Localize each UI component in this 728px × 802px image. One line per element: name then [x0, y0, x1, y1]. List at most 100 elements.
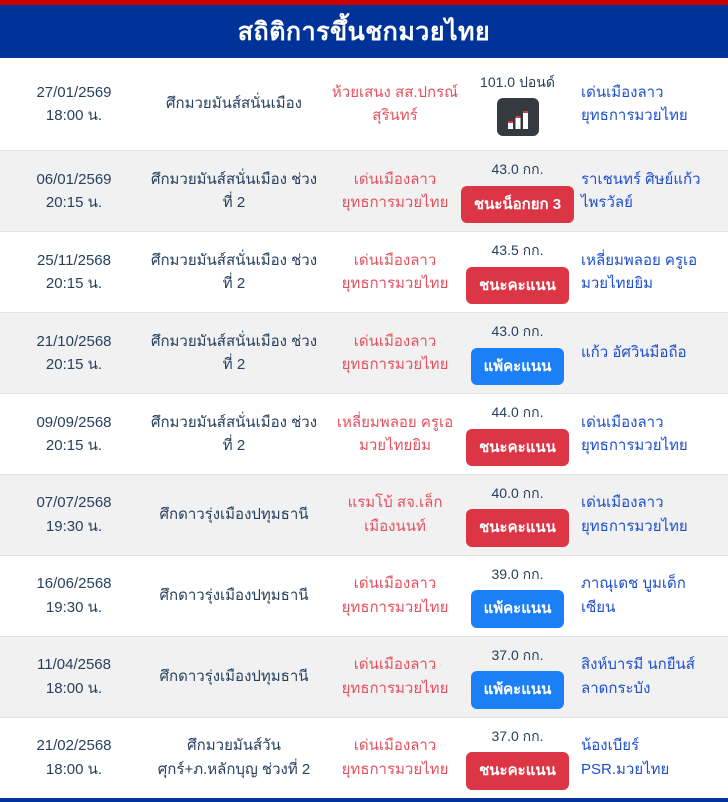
- date-cell: 27/01/2569 18:00 น.: [4, 81, 144, 128]
- weight-result-cell: 39.0 กก. แพ้คะแนน: [466, 564, 569, 628]
- opponent-name: เด่นเมืองลาว ยุทธการมวยไทย: [581, 83, 688, 124]
- weight-result-cell: 43.0 กก. แพ้คะแนน: [466, 321, 569, 385]
- fight-weight: 43.5 กก.: [491, 241, 544, 258]
- event-cell: ศึกมวยมันส์สนั่นเมือง ช่วงที่ 2: [144, 411, 324, 458]
- fighter-name-red: เด่นเมืองลาว ยุทธการมวยไทย: [324, 572, 466, 619]
- event-name: ศึกมวยมันส์วันศุกร์+ภ.หลักบุญ ช่วงที่ 2: [157, 737, 311, 778]
- fight-row: 21/02/2568 18:00 น. ศึกมวยมันส์วันศุกร์+…: [0, 717, 728, 798]
- fight-weight: 39.0 กก.: [491, 565, 544, 582]
- date-cell: 25/11/2568 20:15 น.: [4, 249, 144, 296]
- fighter-name: เด่นเมืองลาว ยุทธการมวยไทย: [341, 251, 449, 292]
- fight-row: 11/04/2568 18:00 น. ศึกดาวรุ่งเมืองปทุมธ…: [0, 636, 728, 718]
- result-badge: แพ้คะแนน: [470, 671, 565, 709]
- opponent-name-blue: ราเชนทร์ ศิษย์แก้วไพรวัลย์: [569, 168, 724, 215]
- fight-time: 19:30 น.: [45, 517, 103, 535]
- result-badge: ชนะคะแนน: [466, 509, 569, 547]
- page-title: สถิติการขึ้นชกมวยไทย: [237, 17, 491, 46]
- event-cell: ศึกมวยมันส์สนั่นเมือง ช่วงที่ 2: [144, 249, 324, 296]
- result-badge: ชนะน็อกยก 3: [460, 185, 575, 223]
- fighter-name: เด่นเมืองลาว ยุทธการมวยไทย: [341, 575, 449, 616]
- result-badge: แพ้คะแนน: [470, 590, 565, 628]
- fight-date: 21/10/2568: [36, 332, 112, 350]
- fight-time: 18:00 น.: [45, 760, 103, 778]
- fight-date: 09/09/2568: [36, 413, 112, 431]
- result-badge: ชนะคะแนน: [466, 266, 569, 304]
- opponent-name: น้องเบียร์ PSR.มวยไทย: [581, 737, 670, 778]
- opponent-name: ภาณุเดช บูมเด็กเซียน: [581, 575, 686, 616]
- fight-time: 20:15 น.: [45, 274, 103, 292]
- fight-date: 11/04/2568: [37, 656, 111, 674]
- weight-result-cell: 43.5 กก. ชนะคะแนน: [466, 240, 569, 304]
- date-cell: 07/07/2568 19:30 น.: [4, 491, 144, 538]
- fight-row: 21/10/2568 20:15 น. ศึกมวยมันส์สนั่นเมือ…: [0, 312, 728, 394]
- opponent-name-blue: เด่นเมืองลาว ยุทธการมวยไทย: [569, 81, 724, 128]
- weight-result-cell: 43.0 กก. ชนะน็อกยก 3: [460, 159, 575, 223]
- fight-weight: 43.0 กก.: [491, 161, 544, 177]
- event-name: ศึกดาวรุ่งเมืองปทุมธานี: [159, 506, 309, 524]
- fight-time: 20:15 น.: [45, 355, 103, 373]
- opponent-name-blue: เหลี่ยมพลอย ครูเอมวยไทยยิม: [569, 249, 724, 296]
- fighter-name: เด่นเมืองลาว ยุทธการมวยไทย: [341, 170, 449, 211]
- opponent-name-blue: น้องเบียร์ PSR.มวยไทย: [569, 734, 724, 781]
- fighter-name: แรมโบ้ สจ.เล็ก เมืองนนท์: [347, 494, 443, 535]
- fighter-name-red: เด่นเมืองลาว ยุทธการมวยไทย: [324, 330, 466, 377]
- page-header: สถิติการขึ้นชกมวยไทย: [0, 5, 728, 58]
- fight-history-table: 27/01/2569 18:00 น. ศึกมวยมันส์สนั่นเมือ…: [0, 58, 728, 798]
- bar-chart-icon: [507, 111, 528, 130]
- fight-row: 16/06/2568 19:30 น. ศึกดาวรุ่งเมืองปทุมธ…: [0, 555, 728, 637]
- date-cell: 21/10/2568 20:15 น.: [4, 330, 144, 377]
- weight-result-cell: 101.0 ปอนด์: [466, 72, 569, 137]
- fight-time: 20:15 น.: [45, 193, 103, 211]
- event-cell: ศึกดาวรุ่งเมืองปทุมธานี: [144, 584, 324, 607]
- event-name: ศึกมวยมันส์สนั่นเมือง ช่วงที่ 2: [150, 332, 318, 373]
- fight-time: 19:30 น.: [45, 598, 103, 616]
- fight-row: 09/09/2568 20:15 น. ศึกมวยมันส์สนั่นเมือ…: [0, 393, 728, 475]
- fight-row: 06/01/2569 20:15 น. ศึกมวยมันส์สนั่นเมือ…: [0, 151, 728, 232]
- event-name: ศึกมวยมันส์สนั่นเมือง ช่วงที่ 2: [150, 413, 318, 454]
- bottom-blue-bar: [0, 797, 728, 802]
- opponent-name: แก้ว อัศวินมือถือ: [581, 344, 687, 362]
- fight-weight: 40.0 กก.: [491, 484, 544, 501]
- opponent-name: เด่นเมืองลาว ยุทธการมวยไทย: [581, 494, 688, 535]
- event-cell: ศึกมวยมันส์สนั่นเมือง: [144, 92, 324, 115]
- fighter-name: เด่นเมืองลาว ยุทธการมวยไทย: [341, 737, 449, 778]
- fighter-name-red: ห้วยเสนง สส.ปกรณ์สุรินทร์: [324, 81, 466, 128]
- weight-result-cell: 40.0 กก. ชนะคะแนน: [466, 483, 569, 547]
- fight-row: 25/11/2568 20:15 น. ศึกมวยมันส์สนั่นเมือ…: [0, 231, 728, 313]
- weight-result-cell: 37.0 กก. ชนะคะแนน: [466, 726, 569, 790]
- fight-date: 25/11/2568: [37, 251, 111, 269]
- fighter-name: เด่นเมืองลาว ยุทธการมวยไทย: [341, 656, 449, 697]
- event-cell: ศึกมวยมันส์สนั่นเมือง ช่วงที่ 2: [144, 168, 324, 215]
- weight-result-cell: 37.0 กก. แพ้คะแนน: [466, 645, 569, 709]
- fight-date: 27/01/2569: [36, 83, 112, 101]
- opponent-name: สิงห์บารมี นกยืนส์ลาดกระบัง: [581, 656, 695, 697]
- date-cell: 09/09/2568 20:15 น.: [4, 411, 144, 458]
- fight-row: 07/07/2568 19:30 น. ศึกดาวรุ่งเมืองปทุมธ…: [0, 474, 728, 556]
- weight-result-cell: 44.0 กก. ชนะคะแนน: [466, 402, 569, 466]
- fight-weight: 44.0 กก.: [491, 403, 544, 420]
- fight-weight: 37.0 กก.: [491, 727, 544, 744]
- fight-date: 07/07/2568: [36, 494, 112, 512]
- fight-weight: 101.0 ปอนด์: [480, 73, 555, 90]
- fight-time: 18:00 น.: [45, 679, 103, 697]
- fight-date: 06/01/2569: [36, 170, 112, 188]
- fighter-name-red: แรมโบ้ สจ.เล็ก เมืองนนท์: [324, 491, 466, 538]
- event-cell: ศึกดาวรุ่งเมืองปทุมธานี: [144, 503, 324, 526]
- opponent-name: ราเชนทร์ ศิษย์แก้วไพรวัลย์: [581, 170, 701, 211]
- opponent-name-blue: เด่นเมืองลาว ยุทธการมวยไทย: [569, 411, 724, 458]
- fight-time: 18:00 น.: [45, 107, 103, 124]
- opponent-name: เหลี่ยมพลอย ครูเอมวยไทยยิม: [581, 251, 698, 292]
- stats-button[interactable]: [496, 98, 539, 137]
- event-name: ศึกมวยมันส์สนั่นเมือง ช่วงที่ 2: [150, 251, 318, 292]
- opponent-name: เด่นเมืองลาว ยุทธการมวยไทย: [581, 413, 688, 454]
- event-name: ศึกดาวรุ่งเมืองปทุมธานี: [159, 587, 309, 605]
- fight-weight: 37.0 กก.: [491, 646, 544, 663]
- fighter-name-red: เด่นเมืองลาว ยุทธการมวยไทย: [324, 168, 466, 215]
- fight-date: 21/02/2568: [36, 737, 112, 755]
- opponent-name-blue: สิงห์บารมี นกยืนส์ลาดกระบัง: [569, 653, 724, 700]
- result-badge: แพ้คะแนน: [470, 347, 565, 385]
- event-cell: ศึกมวยมันส์วันศุกร์+ภ.หลักบุญ ช่วงที่ 2: [144, 734, 324, 781]
- fighter-name-red: เด่นเมืองลาว ยุทธการมวยไทย: [324, 734, 466, 781]
- fight-row: 27/01/2569 18:00 น. ศึกมวยมันส์สนั่นเมือ…: [0, 58, 728, 151]
- fight-weight: 43.0 กก.: [491, 322, 544, 339]
